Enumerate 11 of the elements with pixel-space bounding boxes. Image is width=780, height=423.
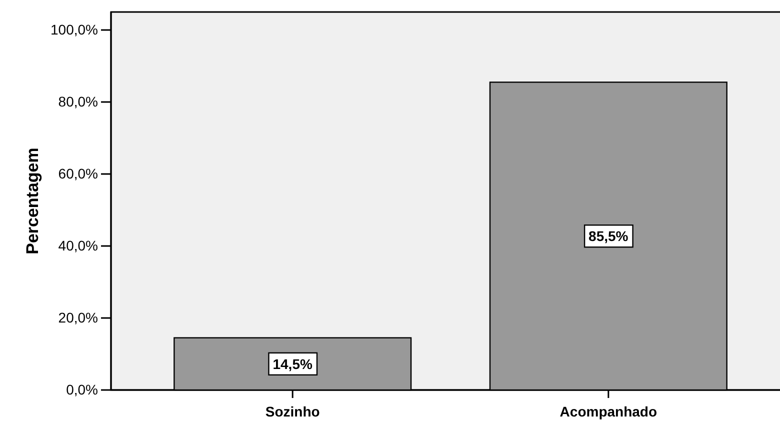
y-tick-label: 80,0% (58, 93, 98, 110)
data-label: 85,5% (588, 228, 629, 244)
y-tick-label: 100,0% (50, 21, 98, 38)
y-axis-title: Percentagem (23, 148, 42, 254)
y-tick-label: 0,0% (66, 381, 98, 398)
y-tick-label: 60,0% (58, 165, 98, 182)
x-tick-label: Sozinho (265, 403, 320, 420)
y-tick-label: 40,0% (58, 237, 98, 254)
data-label: 14,5% (272, 356, 313, 372)
x-tick-label: Acompanhado (560, 403, 658, 420)
y-tick-label: 20,0% (58, 309, 98, 326)
